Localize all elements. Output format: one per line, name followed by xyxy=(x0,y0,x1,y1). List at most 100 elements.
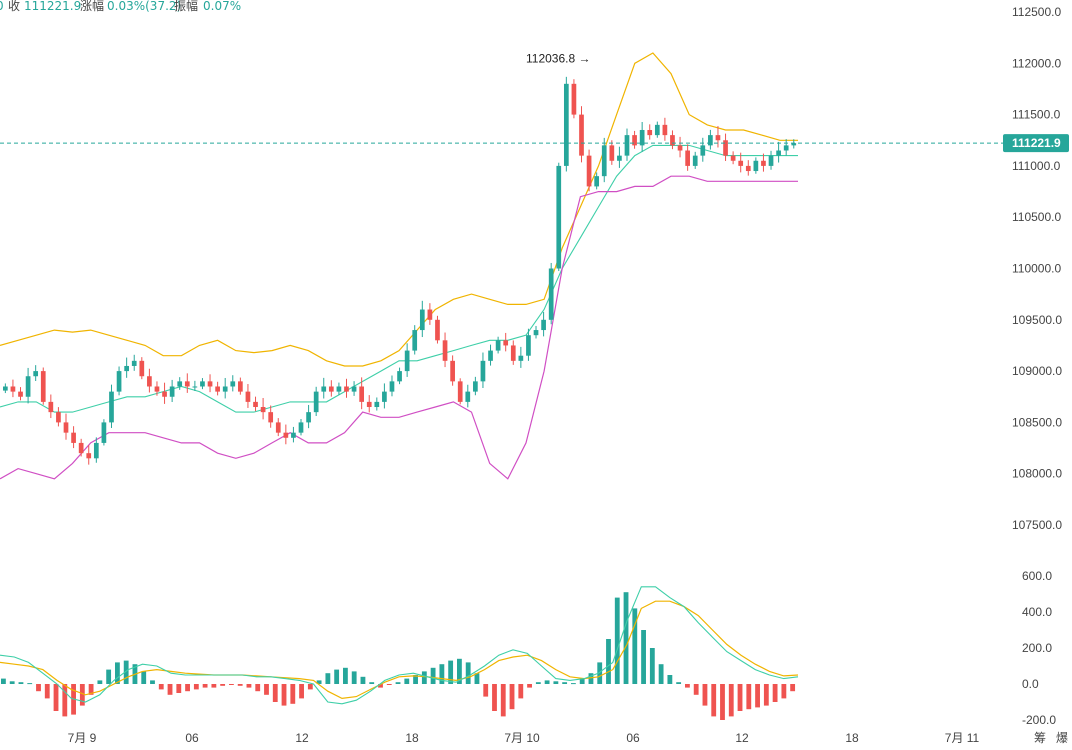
candle-body xyxy=(131,360,137,366)
price-tick-label: 112500.0 xyxy=(1012,5,1061,19)
candle-body xyxy=(283,432,289,438)
macd-histogram-bar xyxy=(597,662,603,684)
candle-body xyxy=(139,360,145,377)
candle-body xyxy=(253,401,258,408)
candle-body xyxy=(533,330,539,336)
candle-body xyxy=(738,160,744,166)
candle-body xyxy=(344,386,349,392)
macd-histogram-bar xyxy=(430,667,436,684)
candle-body xyxy=(450,360,455,382)
macd-histogram-bar xyxy=(579,678,585,684)
macd-histogram-bar xyxy=(404,678,410,684)
candle-body xyxy=(124,365,129,372)
macd-histogram-bar xyxy=(237,684,243,686)
candle-body xyxy=(632,135,637,146)
candle-body xyxy=(366,401,372,408)
macd-histogram-bar xyxy=(711,684,717,717)
macd-histogram-bar xyxy=(9,681,15,684)
macd-histogram-bar xyxy=(211,684,217,688)
macd-histogram-bar xyxy=(474,673,480,684)
price-tick-label: 107500.0 xyxy=(1012,518,1062,532)
time-tick-label: 7月 9 xyxy=(68,731,97,745)
macd-histogram-bar xyxy=(343,667,348,684)
price-tick-label: 110000.0 xyxy=(1012,262,1061,276)
macd-histogram-bar xyxy=(632,608,638,684)
macd-histogram-bar xyxy=(378,684,383,688)
macd-lines xyxy=(0,586,799,705)
macd-histogram-bar xyxy=(115,662,120,684)
macd-histogram-bar xyxy=(307,684,313,690)
macd-histogram-bar xyxy=(702,684,708,706)
macd-histogram-bar xyxy=(281,684,287,706)
candle-body xyxy=(503,340,509,346)
candle-body xyxy=(260,407,266,413)
candle-body xyxy=(382,391,387,402)
candle-body xyxy=(40,371,46,402)
candle-body xyxy=(783,145,789,151)
close-label: 收 xyxy=(8,0,20,13)
candle-body xyxy=(78,442,84,454)
macd-histogram-bar xyxy=(386,684,392,685)
macd-histogram-bar xyxy=(728,684,734,717)
time-tick-label: 06 xyxy=(626,731,640,745)
candle-body xyxy=(624,135,630,156)
macd-histogram-bar xyxy=(123,660,129,684)
macd-histogram-bar xyxy=(676,682,682,684)
candle-body xyxy=(761,160,766,166)
macd-axis: 600.0 400.0 200.0 0.0 -200.0 xyxy=(1022,569,1056,727)
candle-body xyxy=(268,412,274,423)
candle-body xyxy=(609,145,615,161)
candle-body xyxy=(776,150,781,156)
candle-body xyxy=(700,145,706,156)
macd-histogram-bar xyxy=(272,684,278,702)
candle-body xyxy=(579,114,584,156)
macd-histogram-bar xyxy=(737,684,743,711)
macd-histogram-bar xyxy=(62,684,68,717)
macd-histogram-bar xyxy=(44,684,50,699)
candle-body xyxy=(465,391,471,402)
last-price-label: 111221.9 xyxy=(1012,136,1061,150)
candle-body xyxy=(457,381,463,402)
macd-histogram-bar xyxy=(255,684,261,692)
candle-body xyxy=(192,386,198,388)
macd-histogram-bar xyxy=(606,639,611,684)
candle-body xyxy=(639,129,645,146)
candle-body xyxy=(654,124,660,136)
macd-histogram-bar xyxy=(193,684,199,690)
macd-histogram-bar xyxy=(141,671,147,684)
candle-body xyxy=(291,432,296,438)
price-axis: 112500.0 112000.0 111500.0 111000.0 110500.0… xyxy=(1012,5,1062,532)
macd-histogram-bar xyxy=(360,676,366,684)
candle-body xyxy=(306,412,311,423)
macd-histogram-bar xyxy=(763,684,769,706)
time-tick-label: 爆 xyxy=(1056,731,1068,745)
candle-body xyxy=(435,319,440,341)
candle-body xyxy=(617,155,622,161)
change-value: 0.03%(37.2) xyxy=(107,0,181,13)
macd-tick-label: 600.0 xyxy=(1022,569,1052,583)
candle-body xyxy=(101,422,107,443)
macd-histogram-bar xyxy=(27,683,33,685)
candle-body xyxy=(723,140,728,156)
macd-histogram-bar xyxy=(299,684,304,699)
candle-body xyxy=(518,355,524,361)
candle-body xyxy=(298,422,304,433)
macd-histogram xyxy=(1,592,796,720)
macd-dea-line xyxy=(0,600,799,700)
macd-histogram-bar xyxy=(614,597,620,684)
macd-histogram-bar xyxy=(167,684,173,695)
candle-body xyxy=(473,381,478,392)
candle-body xyxy=(48,401,54,413)
candle-body xyxy=(442,340,448,361)
candle-body xyxy=(169,386,175,397)
macd-histogram-bar xyxy=(88,684,94,695)
close-value: 111221.9 xyxy=(24,0,81,13)
macd-histogram-bar xyxy=(588,673,594,684)
ohlc-header: 0 收 111221.9 涨幅 0.03%(37.2) 振幅 0.07% xyxy=(0,0,241,13)
price-tick-label: 110500.0 xyxy=(1012,210,1061,224)
macd-histogram-bar xyxy=(448,660,454,684)
lower-band-line xyxy=(0,175,798,480)
bollinger-bands xyxy=(0,52,798,480)
candle-body xyxy=(238,381,243,392)
